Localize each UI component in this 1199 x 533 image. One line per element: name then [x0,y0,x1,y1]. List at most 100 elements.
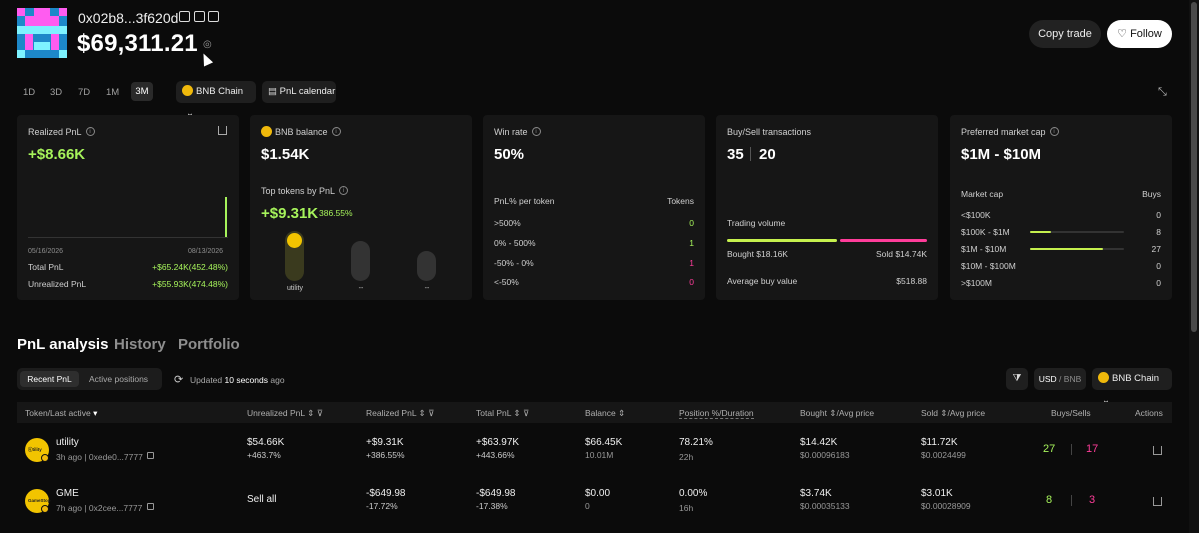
subtab-active-positions[interactable]: Active positions [89,374,149,384]
chain-select[interactable]: BNB Chain ⌄ [176,81,256,119]
market-cap-label: Market cap [961,189,1004,199]
realized-pct: +386.55% [366,450,405,460]
mcap-row-label: $1M - $10M [961,244,1007,254]
winrate-row-value: 1 [689,258,694,268]
share-icon[interactable] [1153,446,1162,455]
total-pnl: -$649.98 [476,488,516,499]
tab-portfolio[interactable]: Portfolio [178,336,240,353]
realized-pnl: +$9.31K [366,437,404,448]
winrate-row-label: 0% - 500% [494,238,536,248]
col-position[interactable]: Position %/Duration [679,408,754,419]
scrollbar-track[interactable] [1189,0,1199,533]
share-icon[interactable] [1153,497,1162,506]
follow-button[interactable]: ♡ Follow [1107,20,1172,48]
info-icon[interactable]: i [1049,127,1059,137]
col-sold[interactable]: Sold ⇕/Avg price [921,408,985,419]
table-row[interactable]: ⓤtility utility 3h ago | 0xede0...7777 $… [17,428,1172,472]
market-cap-value: $1M - $10M [961,146,1042,163]
currency-bnb[interactable]: BNB [1063,374,1082,384]
sort-icon: ⇕ [940,408,948,418]
col-token-label: Token/Last active [25,408,91,418]
token-name[interactable]: GME [56,488,79,499]
col-unrealized[interactable]: Unrealized PnL ⇕ ⊽ [247,408,323,419]
filter-icon: ⊽ [316,408,323,418]
mcap-row-value: 0 [1156,278,1161,288]
market-cap-title: Preferred market cap i [961,127,1059,137]
pnl-calendar-button[interactable]: ▤ PnL calendar [262,81,336,103]
bought: $14.42K [800,437,838,448]
info-icon[interactable]: i [531,127,541,137]
col-unrealized-label: Unrealized PnL [247,408,305,418]
copy-icon[interactable] [194,11,205,22]
mouse-cursor-icon [198,51,214,67]
col-bought[interactable]: Bought ⇕/Avg price [800,408,874,419]
divider [1071,444,1072,455]
token-bar-label: utility [287,285,303,292]
bnb-balance-title-text: BNB balance [275,127,328,137]
sold-avg: $0.0024499 [921,450,966,460]
info-icon[interactable]: i [331,127,341,137]
subtab-recent-pnl[interactable]: Recent PnL [20,371,79,387]
copy-icon[interactable] [147,452,154,459]
table-row[interactable]: GameStop GME 7h ago | 0x2cee...7777 Sell… [17,479,1172,523]
sort-icon: ▾ [93,408,98,418]
mcap-row-label: $10M - $100M [961,261,1016,271]
timeframe-7d[interactable]: 7D [78,87,91,98]
eye-off-icon[interactable]: ◎ [203,39,212,50]
duration: 16h [679,503,694,513]
currency-usd[interactable]: USD [1038,374,1057,384]
refresh-icon[interactable]: ⟳ [174,374,184,386]
scrollbar-thumb[interactable] [1191,2,1197,332]
buys-count: 8 [1046,494,1053,506]
pnl-chart-baseline [28,237,228,238]
copy-icon[interactable] [147,503,154,510]
share-icon[interactable] [218,126,227,135]
bought-avg: $0.00035133 [800,501,850,511]
token-icon-text: ⓤtility [28,447,42,452]
col-total[interactable]: Total PnL ⇕ ⊽ [476,408,529,419]
currency-toggle[interactable]: USD / BNB [1034,368,1086,390]
sort-icon: ⇕ [618,408,626,418]
info-icon[interactable]: i [85,127,95,137]
pnl-calendar-label: PnL calendar [279,86,336,97]
sold: $11.72K [921,437,958,448]
position-pct: 78.21% [679,437,713,448]
collapse-icon[interactable]: ⤡ [1158,86,1167,98]
col-realized-label: Realized PnL [366,408,417,418]
col-bought-avg-label: /Avg price [836,408,875,418]
mcap-bar-fill [1030,248,1103,250]
mcap-row-value: 0 [1156,261,1161,271]
bnb-chain-badge-icon [41,505,49,513]
avg-buy-value: $518.88 [896,276,927,286]
timeframe-1m[interactable]: 1M [106,87,120,98]
tab-pnl-analysis[interactable]: PnL analysis [17,336,109,353]
buys-label: Buys [1142,189,1161,199]
timeframe-3d[interactable]: 3D [50,87,63,98]
table-header [17,402,1172,423]
winrate-row-label: <-50% [494,277,519,287]
sell-all-link[interactable]: Sell all [247,494,277,505]
col-realized[interactable]: Realized PnL ⇕ ⊽ [366,408,434,419]
buy-sell-card: Buy/Sell transactions 35 20 Trading volu… [716,115,938,300]
pnl-chart-bar [225,197,227,237]
timeframe-3m[interactable]: 3M [131,82,153,101]
col-token[interactable]: Token/Last active ▾ [25,408,97,419]
subtab-group: Recent PnL Active positions [17,368,162,390]
pnl-per-token-label: PnL% per token [494,196,555,206]
copy-trade-button[interactable]: Copy trade [1029,20,1101,48]
info-icon[interactable]: i [339,186,349,196]
realized-pnl-card: Realized PnL i +$8.66K 05/16/2026 08/13/2… [17,115,239,300]
table-chain-select[interactable]: BNB Chain ⌄ [1092,368,1172,406]
unrealized-pnl: $54.66K [247,437,285,448]
token-bar-label: -- [424,285,430,292]
timeframe-1d[interactable]: 1D [23,87,36,98]
token-name[interactable]: utility [56,437,79,448]
external-link-icon[interactable] [208,11,219,22]
filter-clear-icon[interactable]: ⧩ [1006,368,1028,390]
buy-sell-title: Buy/Sell transactions [727,127,812,137]
tab-history[interactable]: History [114,336,166,353]
mcap-row-label: >$100M [961,278,992,288]
col-balance[interactable]: Balance ⇕ [585,408,625,419]
sold-volume: Sold $14.74K [875,249,927,259]
edit-icon[interactable] [179,11,190,22]
